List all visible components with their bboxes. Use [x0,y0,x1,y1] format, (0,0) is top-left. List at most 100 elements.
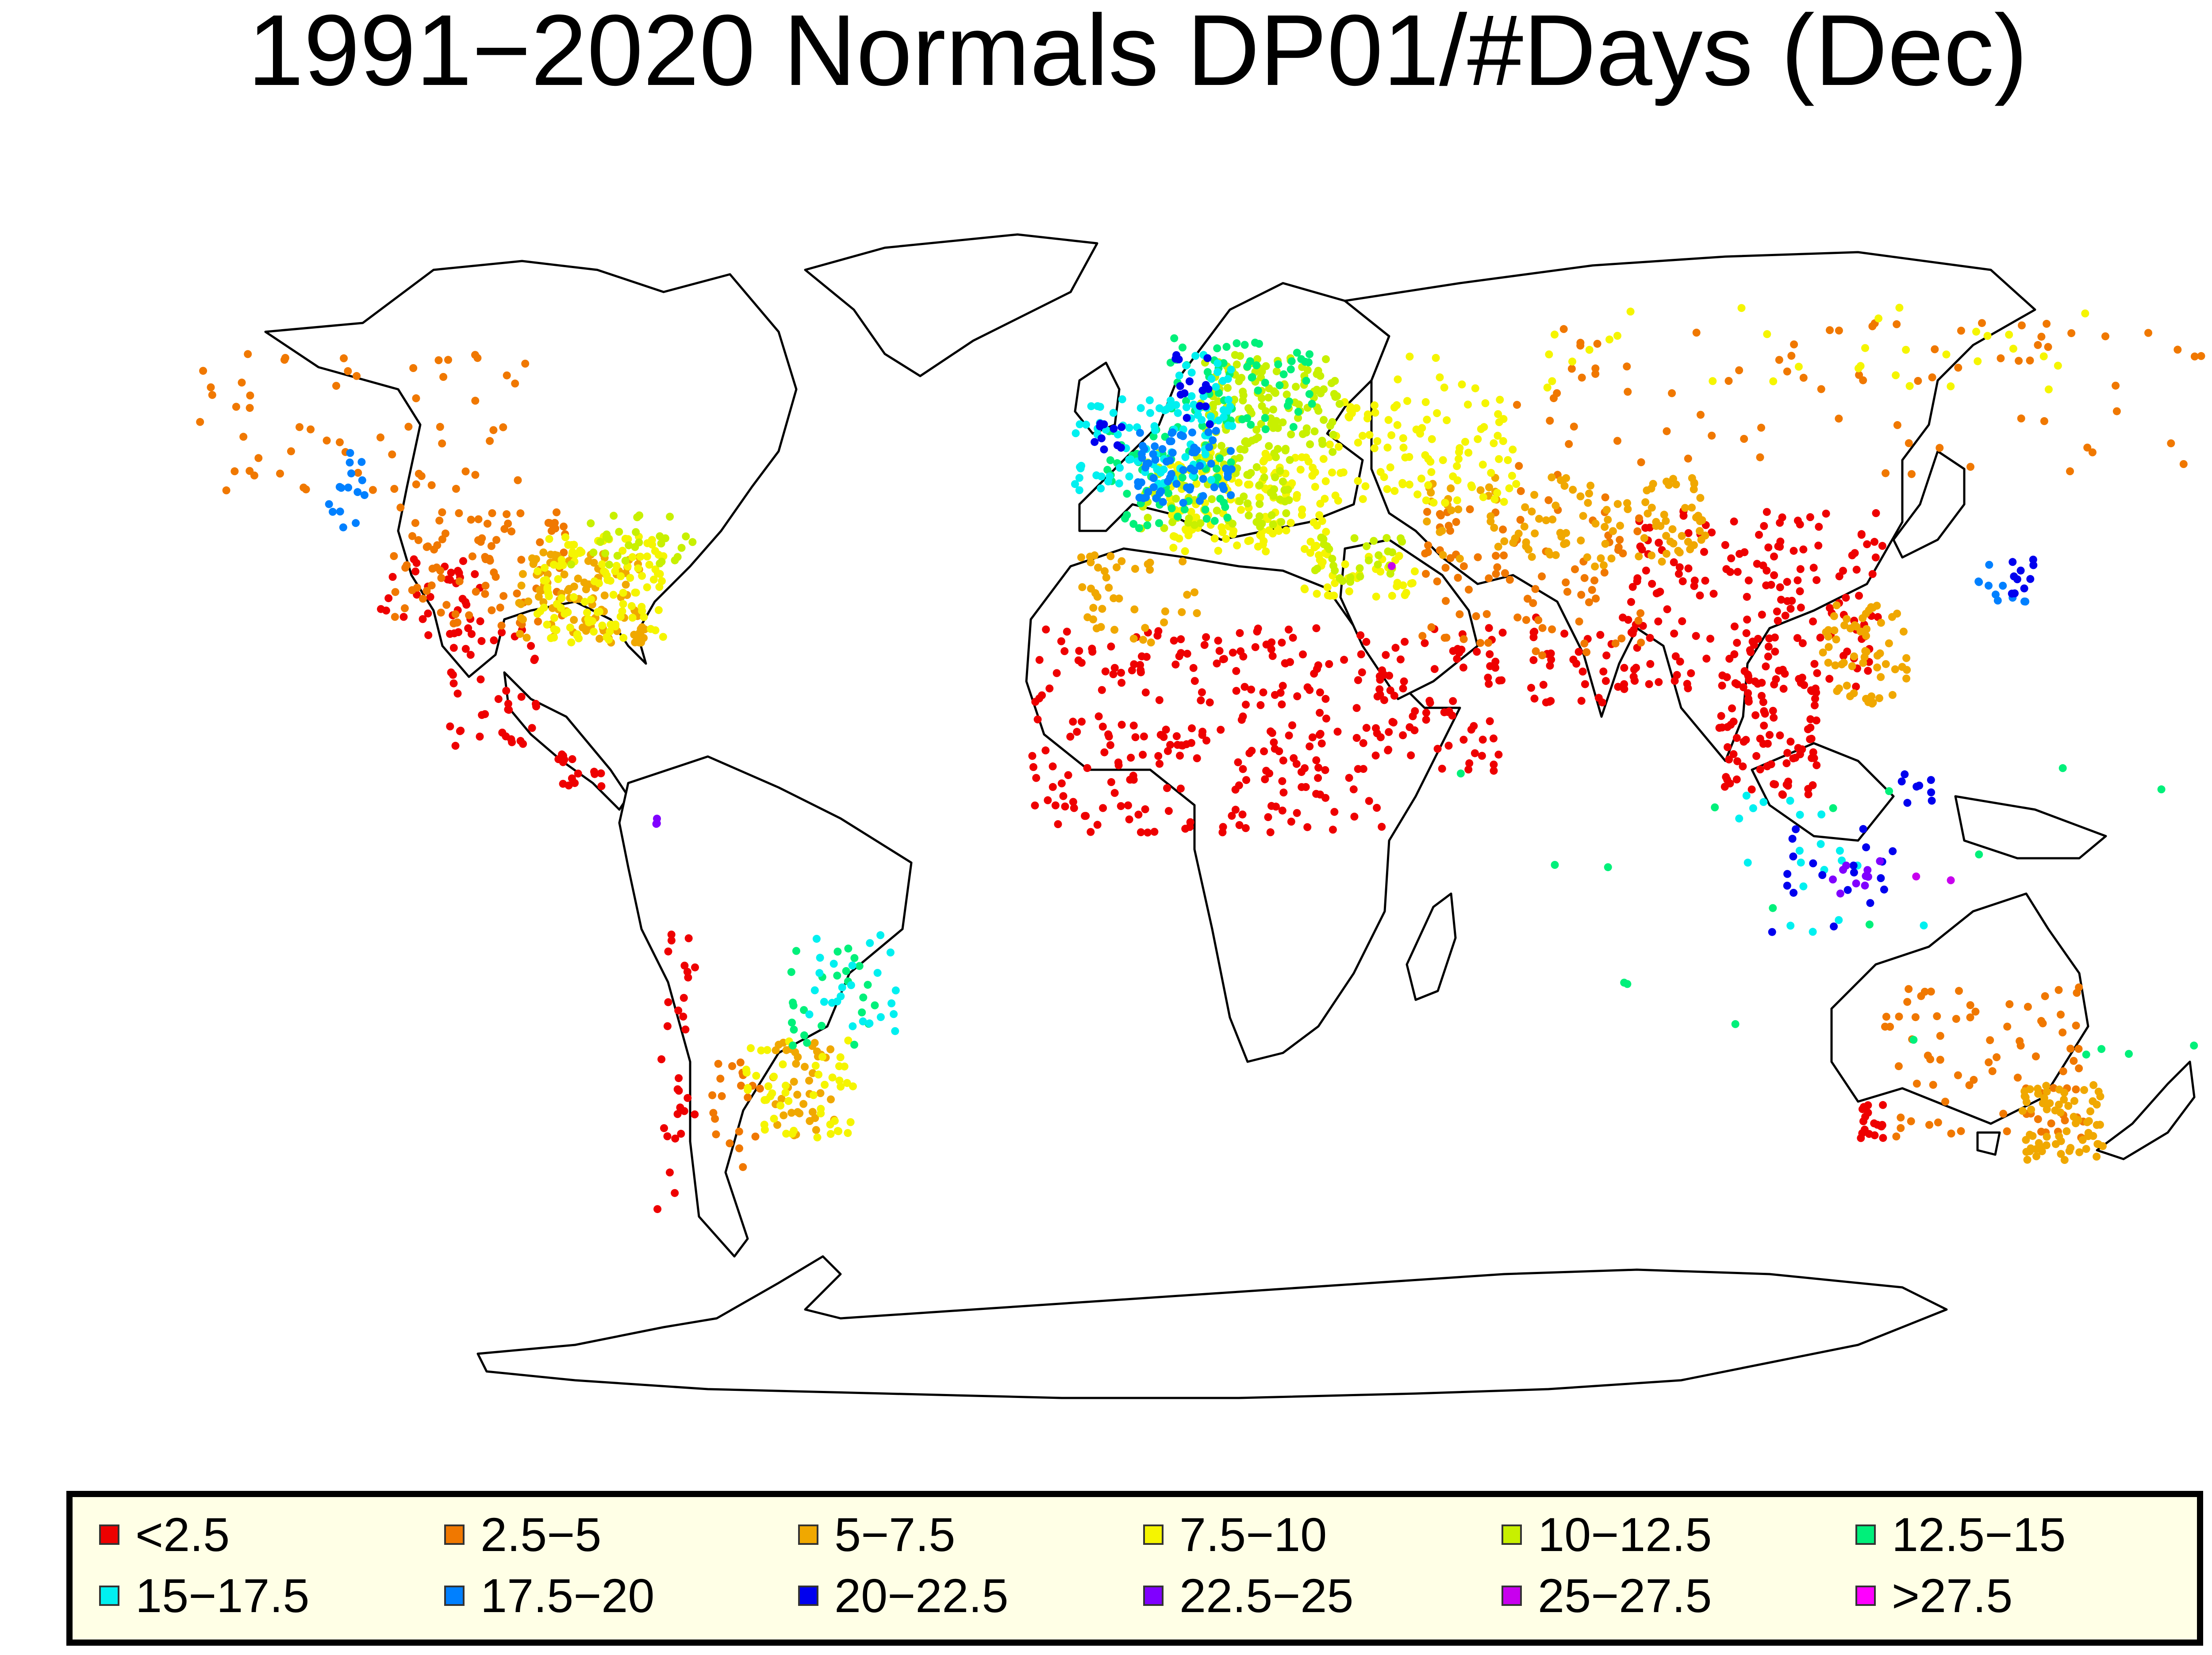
station-point [503,371,511,380]
station-point [1365,431,1374,439]
station-point [673,553,682,561]
station-point [1880,885,1888,894]
station-point [1752,752,1761,760]
station-point [391,588,399,596]
station-point [1239,712,1247,721]
station-point [1442,634,1451,642]
station-point [508,738,516,746]
station-point [1394,375,1402,384]
station-point [208,391,216,399]
station-point [1289,423,1298,431]
station-point [1585,346,1594,354]
station-point [377,605,385,613]
station-point [601,549,609,557]
station-point [1868,570,1877,578]
station-point [1331,579,1339,588]
station-point [1256,481,1263,489]
station-point [1548,515,1557,524]
station-point [396,503,405,512]
station-point [1436,528,1444,536]
station-point [1191,352,1200,360]
station-point [681,1025,690,1034]
station-point [1474,553,1482,561]
station-point [1371,751,1380,760]
station-point [1863,625,1871,633]
station-point [296,423,303,431]
station-point [1041,746,1050,755]
station-point [568,774,576,783]
station-point [1907,1117,1915,1125]
station-point [1097,484,1105,493]
station-point [1663,477,1671,486]
station-point [476,675,485,684]
station-point [1396,655,1405,664]
station-point [1178,608,1186,616]
station-point [1476,486,1485,495]
station-point [494,695,503,703]
station-point [1106,741,1114,749]
station-point [1701,531,1709,540]
station-point [1473,648,1481,656]
station-point [1857,530,1866,538]
station-point [789,1001,798,1010]
station-point [1861,881,1869,890]
station-point [1635,552,1643,561]
station-point [1593,340,1601,348]
station-point [2157,785,2166,794]
station-point [1728,704,1736,713]
station-point [1167,504,1176,513]
station-point [1696,591,1704,599]
station-point [1349,785,1358,794]
station-point [1242,776,1250,784]
station-point [1882,469,1890,477]
station-point [661,534,669,542]
station-point [1493,489,1502,497]
station-point [2190,1041,2198,1050]
station-point [1877,618,1885,627]
station-point [1129,520,1138,528]
station-point [1605,335,1613,344]
station-point [1835,326,1843,335]
station-point [1423,517,1431,526]
station-point [1325,660,1333,668]
station-point [1638,545,1646,554]
station-point [1283,390,1291,399]
station-point [1375,551,1383,560]
station-point [1764,642,1773,651]
station-point [2055,986,2063,994]
station-point [1209,436,1217,445]
station-point [792,1060,800,1068]
station-point [514,476,522,484]
station-point [716,1075,725,1083]
station-point [1464,400,1472,409]
station-point [287,447,295,456]
station-point [2070,1057,2078,1065]
station-dots [196,303,2205,1213]
station-point [1486,717,1494,726]
station-point [1553,389,1561,397]
station-point [1310,427,1319,436]
station-point [1528,507,1536,516]
station-point [598,560,606,568]
station-point [1421,549,1429,557]
station-point [1832,635,1840,644]
station-point [1490,767,1498,775]
station-point [1794,362,1803,371]
station-point [1662,517,1670,525]
station-point [2010,572,2018,580]
station-point [424,631,433,639]
station-point [1198,422,1206,430]
station-point [1328,555,1336,563]
station-point [1244,499,1252,507]
station-point [1215,389,1223,397]
station-point [1406,353,1414,361]
station-point [744,1093,752,1102]
station-point [1897,1114,1905,1122]
station-point [1137,449,1146,458]
station-point [2167,439,2175,448]
station-point [1376,568,1385,576]
station-point [561,533,570,541]
station-point [887,999,896,1007]
station-point [1386,463,1394,472]
station-point [1330,808,1339,816]
